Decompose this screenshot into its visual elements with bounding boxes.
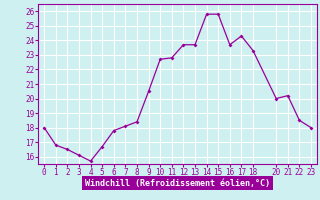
X-axis label: Windchill (Refroidissement éolien,°C): Windchill (Refroidissement éolien,°C) bbox=[85, 179, 270, 188]
